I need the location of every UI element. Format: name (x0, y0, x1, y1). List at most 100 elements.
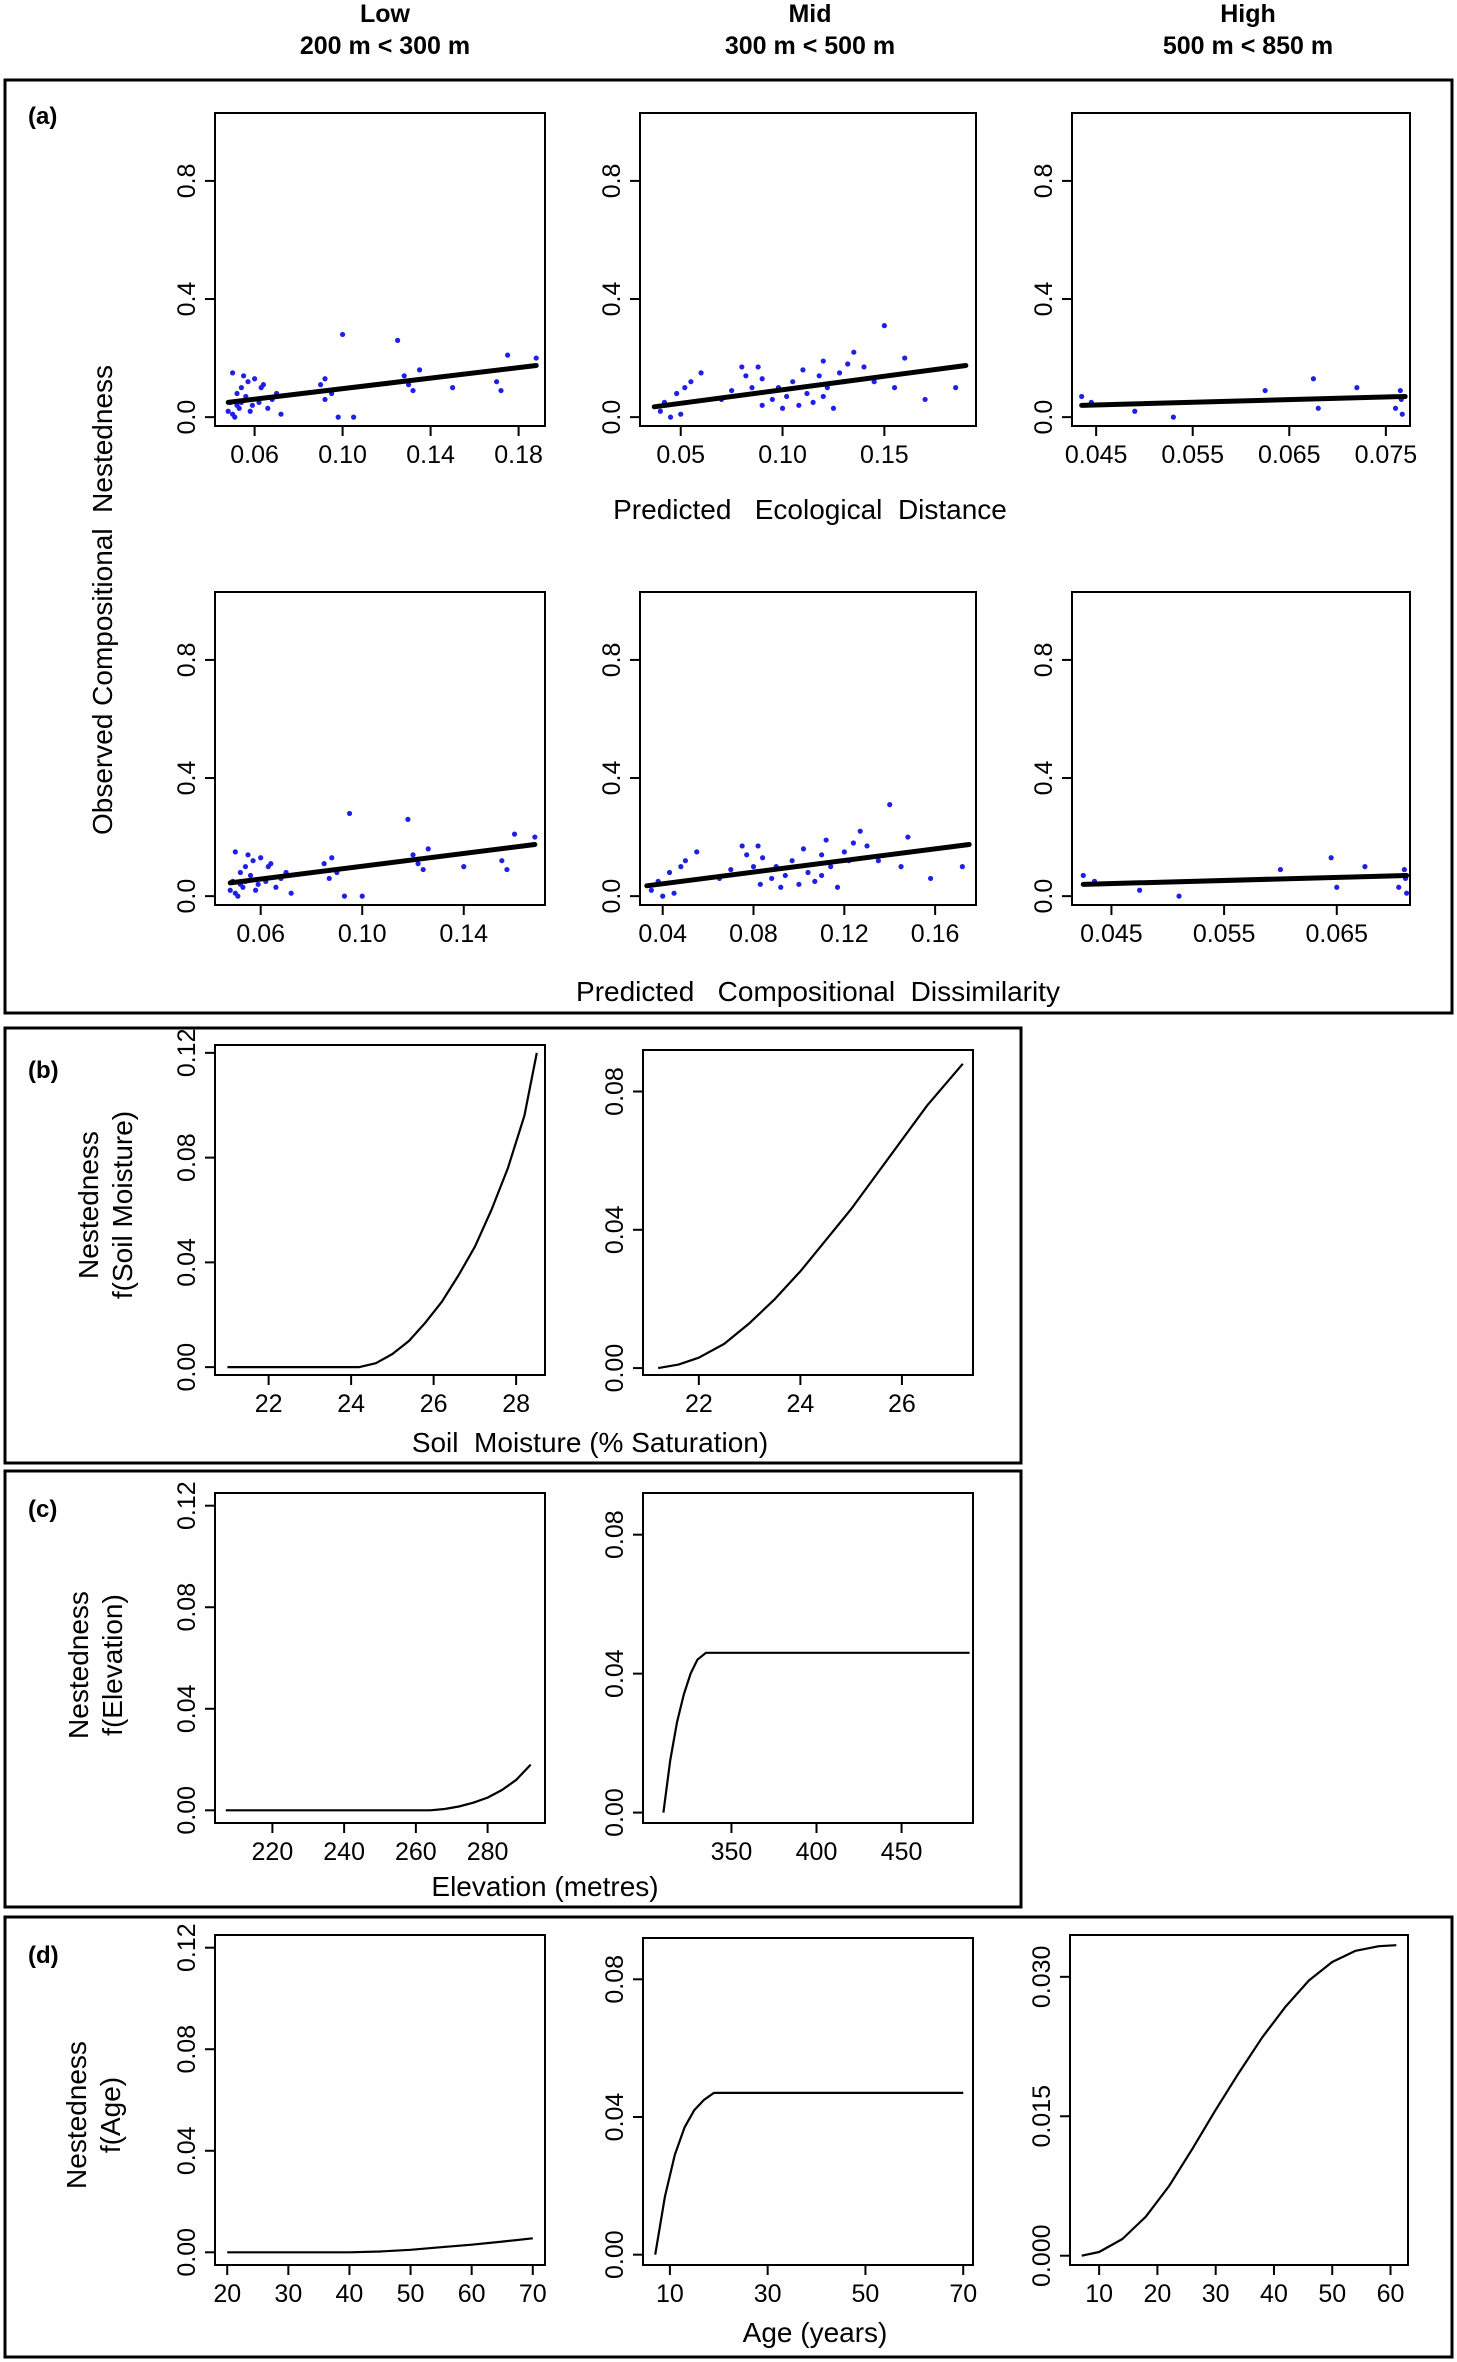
data-point (750, 864, 757, 870)
data-point (891, 385, 898, 391)
data-point (836, 370, 843, 376)
response-curve (227, 2237, 533, 2254)
data-point (841, 849, 847, 855)
y-tick-label: 0.04 (173, 1684, 201, 1733)
y-tick-label: 0.0 (1030, 879, 1058, 914)
plot-frame (1071, 591, 1411, 906)
data-point (253, 887, 259, 893)
x-tick-label: 0.065 (1258, 441, 1321, 469)
y-tick-label: 0.08 (601, 1510, 629, 1559)
plot-d-low: 20 30 40 50 60 70 0.00 0.04 0.08 0.12 (173, 1923, 547, 2308)
data-point (819, 872, 825, 879)
data-point (245, 379, 251, 385)
y-tick-label: 0.4 (598, 282, 626, 317)
data-point (660, 893, 666, 899)
section-b-frame (3, 1026, 1023, 1465)
data-point (249, 402, 255, 408)
plot-frame (214, 591, 546, 906)
x-tick-label: 50 (852, 2280, 880, 2308)
data-point (953, 385, 959, 391)
data-point (247, 872, 254, 879)
data-point (682, 858, 689, 864)
data-point (322, 376, 328, 382)
data-point (405, 816, 411, 822)
x-tick-label: 0.14 (406, 441, 455, 469)
data-point (1176, 893, 1182, 899)
data-point (415, 861, 421, 867)
x-tick-label: 240 (323, 1838, 365, 1866)
data-point (425, 846, 431, 852)
fit-line (227, 841, 538, 886)
y-tick-label: 0.4 (1030, 761, 1058, 796)
data-point (881, 323, 887, 329)
data-point (744, 852, 750, 858)
x-tick-label: 10 (1085, 2280, 1113, 2308)
data-point (887, 802, 893, 808)
x-tick-label: 220 (252, 1838, 294, 1866)
data-point (234, 402, 240, 408)
data-point (784, 393, 790, 400)
data-point (759, 376, 765, 382)
data-point (1277, 866, 1284, 873)
data-point (796, 402, 802, 408)
section-c-frame (3, 1469, 1023, 1909)
x-tick-label: 30 (1202, 2280, 1230, 2308)
data-point (823, 837, 829, 843)
section-a-xlabel-bottom: Predicted Compositional Dissimilarity (576, 976, 1060, 1007)
x-tick-label: 30 (274, 2280, 302, 2308)
data-point (1334, 884, 1340, 890)
response-curve (658, 1063, 964, 1370)
data-point (410, 852, 416, 858)
x-tick-label: 24 (337, 1390, 365, 1418)
data-point (247, 408, 253, 414)
data-point (401, 373, 407, 379)
y-tick-label: 0.0 (1030, 400, 1058, 435)
x-tick-label: 0.18 (494, 441, 543, 469)
x-tick-label: 22 (255, 1390, 283, 1418)
data-point (232, 849, 238, 855)
data-point (1137, 887, 1143, 893)
x-tick-label: 0.10 (318, 441, 367, 469)
panel-tag-d: (d) (28, 1942, 59, 1969)
y-tick-label: 0.08 (173, 1583, 201, 1632)
data-point (790, 379, 796, 385)
data-point (326, 875, 332, 882)
fit-line (1079, 393, 1408, 408)
data-point (340, 331, 346, 338)
x-tick-label: 60 (458, 2280, 486, 2308)
x-tick-label: 0.14 (439, 920, 488, 948)
fit-line (651, 362, 969, 410)
x-tick-label: 0.10 (338, 920, 387, 948)
x-tick-label: 20 (213, 2280, 241, 2308)
y-tick-label: 0.8 (173, 164, 201, 199)
x-tick-label: 26 (420, 1390, 448, 1418)
data-point (743, 373, 749, 379)
data-point (395, 337, 401, 343)
col-header-mid-range: 300 m < 500 m (725, 32, 895, 60)
plot-a-eco-high: 0.045 0.055 0.065 0.075 0.0 0.4 0.8 (1030, 112, 1417, 469)
response-curve (225, 1763, 532, 1812)
x-tick-label: 10 (656, 2280, 684, 2308)
y-tick-label: 0.04 (601, 1205, 629, 1254)
plot-a-eco-mid: 0.05 0.10 0.15 0.0 0.4 0.8 (598, 112, 977, 469)
plot-a-comp-low: 0.06 0.10 0.14 0.0 0.4 0.8 (173, 591, 546, 948)
data-point (850, 840, 857, 846)
data-point (861, 364, 867, 370)
section-a-xlabel-top: Predicted Ecological Distance (613, 494, 1007, 525)
data-point (678, 864, 684, 870)
x-tick-label: 0.04 (638, 920, 687, 948)
data-point (1080, 872, 1086, 879)
section-b-ylabel-line2: f(Soil Moisture) (107, 1111, 138, 1299)
y-tick-label: 0.00 (173, 1786, 201, 1835)
response-curve (662, 1651, 970, 1813)
y-tick-label: 0.12 (173, 1029, 201, 1078)
data-point (728, 866, 734, 873)
data-point (671, 890, 677, 896)
data-point (1362, 864, 1368, 870)
panel-tag-b: (b) (28, 1057, 59, 1084)
x-tick-label: 280 (467, 1838, 509, 1866)
y-tick-label: 0.04 (601, 1649, 629, 1698)
plot-b-low: 22 24 26 28 0.00 0.04 0.08 0.12 (173, 1029, 546, 1418)
y-tick-label: 0.4 (598, 761, 626, 796)
